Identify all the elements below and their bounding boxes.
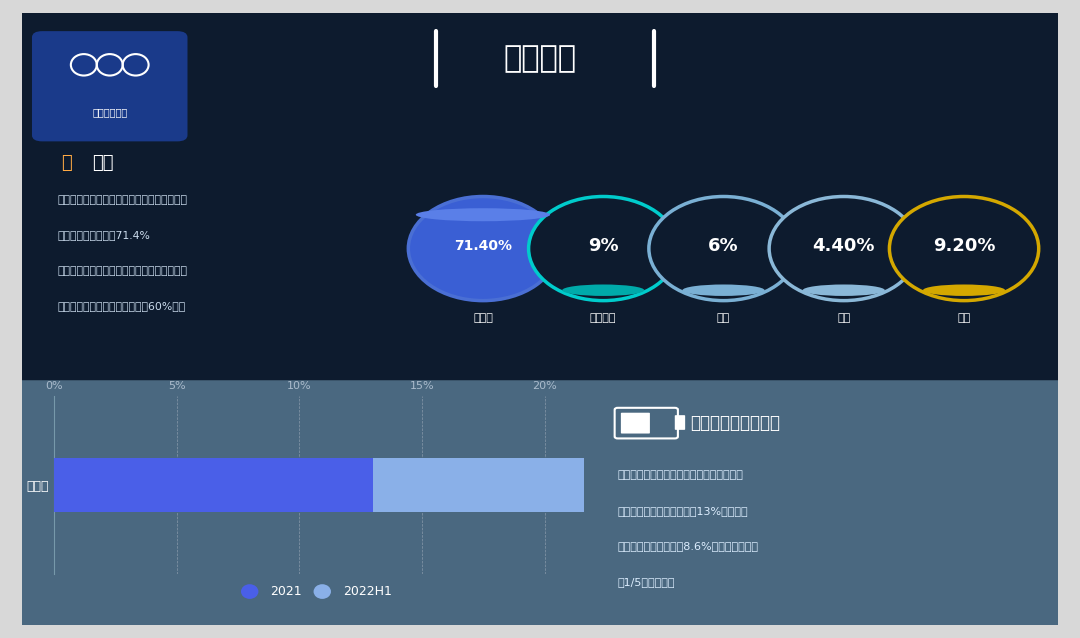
Text: 其他: 其他 — [958, 313, 971, 323]
Text: 2022H1: 2022H1 — [343, 585, 392, 598]
FancyBboxPatch shape — [675, 415, 685, 430]
Text: 4.40%: 4.40% — [812, 237, 875, 255]
FancyBboxPatch shape — [22, 13, 1058, 392]
Ellipse shape — [528, 197, 678, 300]
Text: 备注：这个数据在纯电动汽车里面的数据，在: 备注：这个数据在纯电动汽车里面的数据，在 — [58, 265, 188, 276]
Text: 进度: 进度 — [92, 154, 113, 172]
Ellipse shape — [923, 285, 1005, 296]
FancyBboxPatch shape — [22, 380, 1058, 625]
Ellipse shape — [802, 285, 885, 296]
Text: 目前特斯拉在美国市场一骑绝尘，在电动汽车: 目前特斯拉在美国市场一骑绝尘，在电动汽车 — [58, 195, 188, 205]
Text: 9%: 9% — [588, 237, 619, 255]
Text: 里面的市场占有率为71.4%: 里面的市场占有率为71.4% — [58, 230, 151, 240]
Ellipse shape — [241, 584, 258, 599]
Bar — [373, 457, 584, 512]
Text: 汽车电子设计: 汽车电子设计 — [92, 107, 127, 117]
Ellipse shape — [683, 285, 765, 296]
Text: 6%: 6% — [708, 237, 739, 255]
Text: 整个新能源汽车里面数据大约为60%左右: 整个新能源汽车里面数据大约为60%左右 — [58, 301, 186, 311]
Text: 后，今年上半年增加了8.6%，目前已经达到: 后，今年上半年增加了8.6%，目前已经达到 — [618, 541, 759, 551]
FancyBboxPatch shape — [621, 413, 650, 434]
Text: 特斯拉: 特斯拉 — [473, 313, 492, 323]
Text: 进更快，特斯拉在去年占有13%的市场以: 进更快，特斯拉在去年占有13%的市场以 — [618, 506, 748, 516]
Ellipse shape — [563, 285, 645, 296]
Text: 福特: 福特 — [717, 313, 730, 323]
Ellipse shape — [890, 197, 1039, 300]
Text: 71.40%: 71.40% — [454, 239, 512, 253]
Text: 2021: 2021 — [270, 585, 302, 598]
Text: 了1/5以上的市场: 了1/5以上的市场 — [618, 577, 675, 587]
Ellipse shape — [408, 197, 557, 300]
Text: 9.20%: 9.20% — [933, 237, 996, 255]
Text: 现代起亚: 现代起亚 — [590, 313, 617, 323]
Text: 美国市场: 美国市场 — [503, 44, 577, 73]
Bar — [54, 457, 373, 512]
Ellipse shape — [416, 208, 550, 221]
Ellipse shape — [649, 197, 798, 300]
Text: 特斯拉在豪车市占率: 特斯拉在豪车市占率 — [690, 414, 781, 432]
Ellipse shape — [313, 584, 330, 599]
Ellipse shape — [769, 197, 918, 300]
Text: 和燃油车来看，在豪华车里面纯电动汽车推: 和燃油车来看，在豪华车里面纯电动汽车推 — [618, 470, 744, 480]
Text: ⌛: ⌛ — [60, 154, 71, 172]
FancyBboxPatch shape — [32, 31, 188, 142]
Text: 大众: 大众 — [837, 313, 850, 323]
